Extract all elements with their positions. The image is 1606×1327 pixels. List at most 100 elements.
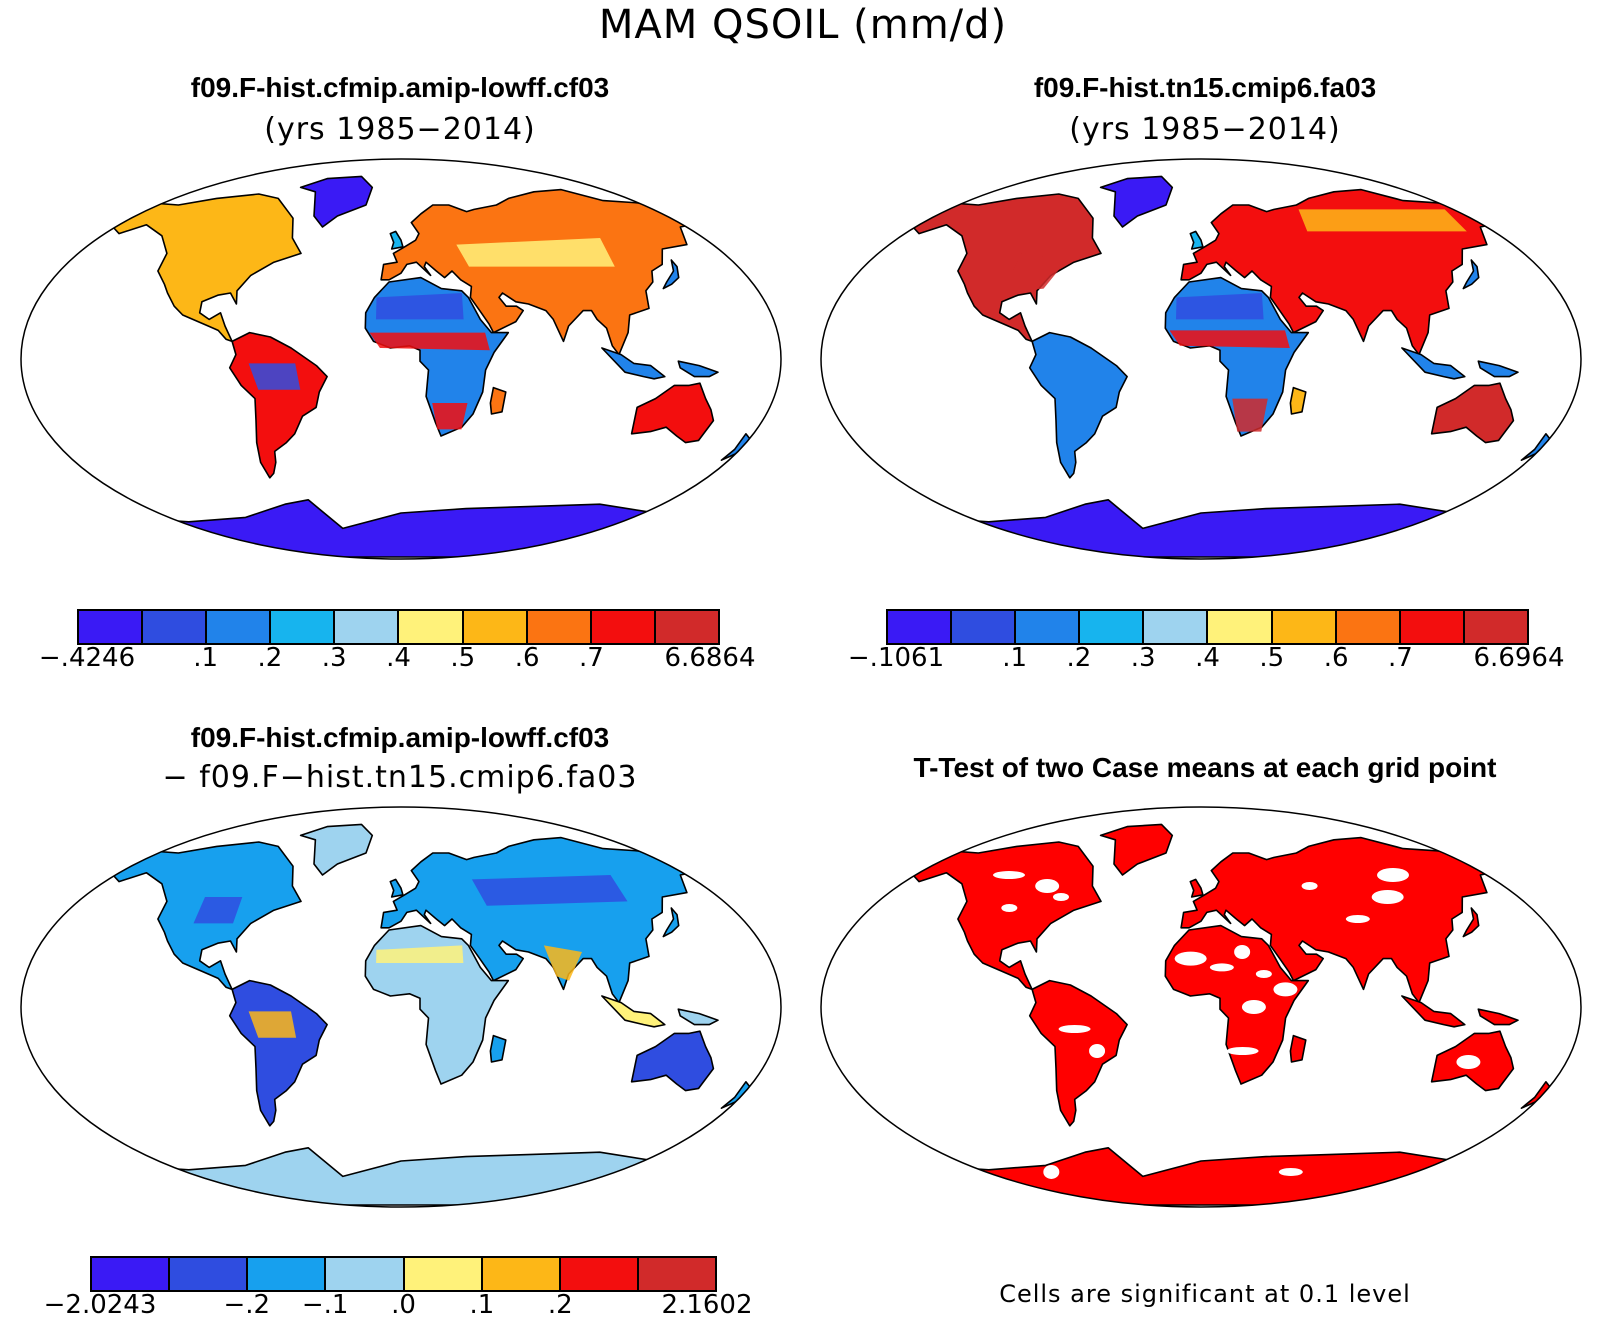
colorbar-swatch [143,611,208,643]
colorbar-swatch [1464,611,1527,643]
panel-1-title: f09.F-hist.cfmip.amip-lowff.cf03 [190,72,610,103]
landmass-greenland [299,175,374,228]
colorbar-tick-label: .1 [193,643,218,673]
field-patch-south-africa [1232,398,1268,432]
colorbar-tick-label: 2.1602 [661,1290,753,1320]
colorbar-tick-label: .2 [1066,643,1092,673]
landmass-north-america [912,841,1102,991]
colorbar-tick-label: .6 [514,643,540,673]
non-significant-cell [1301,882,1318,891]
landmass-indonesia [601,347,666,380]
landmass-south-america [1028,331,1128,479]
colorbar-tick-label: .2 [547,1290,573,1320]
panel-3-colorbar [90,1256,717,1292]
landmass-japan [1462,907,1480,938]
field-patch-amazon [248,363,301,390]
landmass-nz [720,433,754,461]
landmass-north-america [112,193,302,343]
colorbar-tick-label: .1 [1002,643,1027,673]
colorbar-tick-label: .3 [321,643,347,673]
landmass-antarctica [920,499,1482,558]
landmass-africa [1164,924,1310,1085]
colorbar-tick-label: .4 [386,643,411,673]
landmass-borneo-ng [677,1008,719,1026]
colorbar-swatch [1208,611,1273,643]
landmass-nz [1520,1081,1554,1109]
landmass-nz [1520,433,1554,461]
landmass-antarctica [920,1147,1482,1206]
colorbar-swatch [399,611,464,643]
colorbar-swatch [248,1258,327,1290]
landmass-indonesia [1401,995,1466,1028]
panel-2-map [820,158,1582,560]
landmass-greenland [299,823,374,876]
landmass-uk [389,878,404,898]
landmass-japan [1462,259,1480,290]
non-significant-cell [1089,1043,1106,1058]
field-patch-africa-sahel-band [369,332,490,351]
colorbar-swatch [591,611,656,643]
landmass-south-america [228,331,328,479]
colorbar-tick-label: .1 [469,1290,495,1320]
landmass-eurasia [380,188,703,356]
landmass-borneo-ng [1477,360,1519,378]
map-frame [820,158,1582,560]
landmass-antarctica [120,499,682,558]
field-patch-eurasia-mid [456,238,615,267]
significance-note: Cells are significant at 0.1 level [999,1280,1411,1308]
landmass-nz [720,1081,754,1109]
landmass-south-america [1028,979,1128,1127]
landmass-australia [630,1030,715,1092]
colorbar-swatch [79,611,144,643]
landmass-australia [630,382,715,444]
panel-2-colorbar [886,609,1529,645]
landmass-eurasia [1180,836,1503,1004]
field-patch-sahara [1176,293,1264,320]
landmass-south-america [228,979,328,1127]
non-significant-cell [1035,879,1060,894]
field-patch-sahara-pos [376,945,464,963]
colorbar-swatch [655,611,718,643]
field-patch-south-africa [432,403,468,430]
field-patch-siberia [1298,209,1467,232]
non-significant-cell [1226,1046,1259,1055]
non-significant-cell [993,871,1026,880]
colorbar-swatch [271,611,336,643]
landmass-eurasia [380,836,703,1004]
non-significant-cell [1371,890,1404,905]
panel-3-subtitle: − f09.F−hist.tn15.cmip6.fa03 [162,760,638,795]
landmass-australia [1430,382,1515,444]
non-significant-cell [1456,1054,1481,1069]
non-significant-cell [1241,1000,1266,1014]
field-patch-amazon-pos [248,1011,297,1038]
colorbar-swatch [335,611,400,643]
non-significant-cell [1174,951,1207,966]
landmass-japan [662,907,680,938]
colorbar-swatch [463,611,528,643]
colorbar-swatch [170,1258,249,1290]
colorbar-swatch [1016,611,1081,643]
landmass-madagascar [1289,386,1307,415]
colorbar-tick-label: .0 [391,1290,416,1320]
colorbar-tick-label: .5 [1259,643,1285,673]
non-significant-cell [1058,1024,1091,1033]
non-significant-cell [1255,970,1272,979]
landmass-africa [364,924,510,1085]
field-patch-africa-sahel-band [1169,330,1290,348]
colorbar-tick-label: 6.6864 [664,643,756,673]
landmass-borneo-ng [1477,1008,1519,1026]
colorbar-swatch [326,1258,405,1290]
landmass-madagascar [489,386,507,415]
colorbar-swatch [527,611,592,643]
panel-2-subtitle: (yrs 1985−2014) [1069,112,1341,147]
landmass-madagascar [1289,1034,1307,1063]
landmass-uk [1189,230,1204,250]
colorbar-tick-label: .7 [1387,643,1413,673]
field-patch-sahara [376,293,464,320]
non-significant-cell [1043,1164,1060,1179]
panel-1-colorbar [77,609,720,645]
colorbar-tick-label: .6 [1323,643,1349,673]
non-significant-cell [1278,1167,1303,1176]
field-patch-eurasia-neg [471,875,628,906]
panel-3-title: f09.F-hist.cfmip.amip-lowff.cf03 [190,722,610,753]
